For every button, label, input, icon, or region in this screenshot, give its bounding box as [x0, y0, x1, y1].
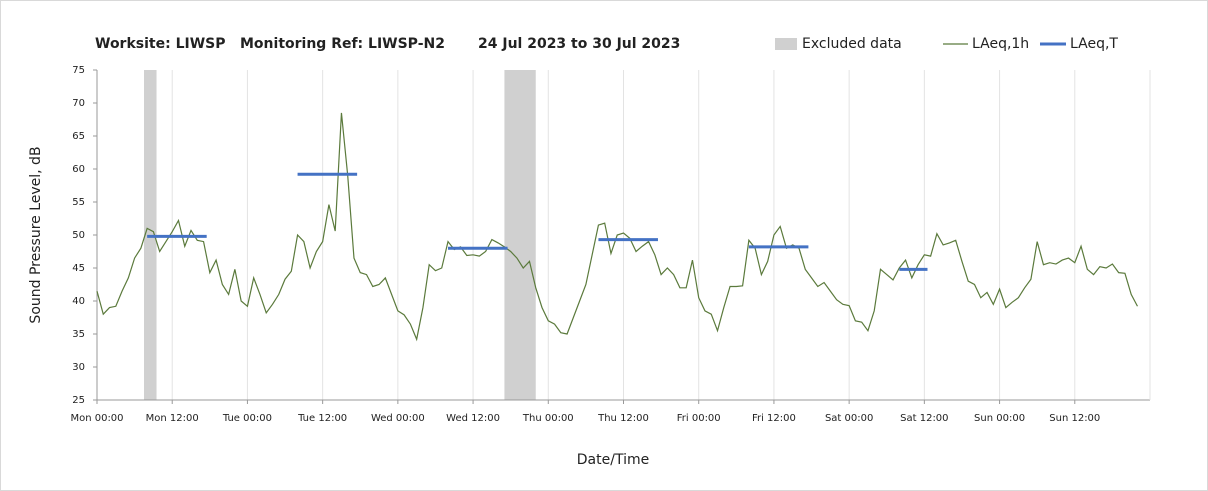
y-tick-label: 45 — [72, 263, 85, 274]
x-axis-label: Date/Time — [577, 452, 649, 468]
x-tick-label: Sat 00:00 — [825, 413, 873, 424]
y-tick-label: 55 — [72, 197, 85, 208]
y-tick-label: 35 — [72, 329, 85, 340]
y-tick-label: 50 — [72, 230, 85, 241]
title-ref: Monitoring Ref: LIWSP-N2 — [240, 36, 445, 52]
title-dates: 24 Jul 2023 to 30 Jul 2023 — [478, 36, 680, 52]
x-tick-label: Fri 00:00 — [677, 413, 721, 424]
x-tick-label: Thu 12:00 — [597, 413, 649, 424]
legend-label: Excluded data — [802, 36, 902, 52]
x-tick-label: Sun 12:00 — [1049, 413, 1100, 424]
legend-label: LAeq,T — [1070, 36, 1118, 52]
y-tick-label: 60 — [72, 164, 85, 175]
x-tick-label: Tue 12:00 — [297, 413, 347, 424]
y-tick-label: 40 — [72, 296, 85, 307]
y-tick-label: 75 — [72, 65, 85, 76]
y-tick-label: 30 — [72, 362, 85, 373]
excluded-band — [504, 70, 536, 400]
y-tick-label: 70 — [72, 98, 85, 109]
x-tick-label: Sat 12:00 — [900, 413, 948, 424]
legend-label: LAeq,1h — [972, 36, 1029, 52]
x-tick-label: Mon 00:00 — [70, 413, 123, 424]
y-tick-label: 25 — [72, 395, 85, 406]
x-tick-label: Sun 00:00 — [974, 413, 1025, 424]
y-axis-label: Sound Pressure Level, dB — [28, 146, 44, 323]
x-tick-label: Wed 12:00 — [446, 413, 500, 424]
x-tick-label: Tue 00:00 — [222, 413, 272, 424]
title-worksite: Worksite: LIWSP — [95, 36, 225, 52]
x-tick-label: Fri 12:00 — [752, 413, 796, 424]
y-tick-label: 65 — [72, 131, 85, 142]
series-line — [96, 112, 1138, 342]
x-tick-label: Wed 00:00 — [371, 413, 425, 424]
x-tick-label: Mon 12:00 — [146, 413, 199, 424]
x-tick-label: Thu 00:00 — [522, 413, 574, 424]
legend-swatch — [775, 38, 797, 50]
